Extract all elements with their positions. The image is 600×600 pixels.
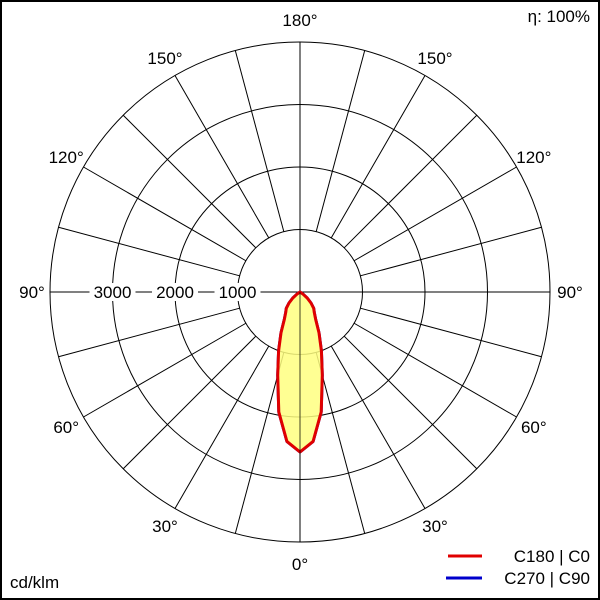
grid-spoke <box>353 322 517 418</box>
grid-spoke <box>174 345 270 509</box>
angle-tick-label: 180° <box>282 11 317 30</box>
efficiency-label: η: 100% <box>528 7 590 26</box>
tick-label-bg <box>214 283 261 301</box>
grid-spoke <box>315 352 366 534</box>
grid-spoke <box>83 166 247 262</box>
legend-label: C180 | C0 <box>514 547 590 566</box>
grid-spoke <box>58 226 240 277</box>
grid-spoke <box>343 335 478 470</box>
grid-spoke <box>315 50 366 232</box>
grid-spoke <box>174 75 270 239</box>
grid-spoke <box>122 114 257 249</box>
angle-label-bg <box>552 282 586 302</box>
radial-tick-label: 2000 <box>156 283 194 302</box>
angle-tick-label: 120° <box>516 148 551 167</box>
unit-label: cd/klm <box>10 573 59 592</box>
angle-label-bg <box>14 282 48 302</box>
angle-tick-label: 150° <box>417 49 452 68</box>
grid-spoke <box>234 50 285 232</box>
grid-spoke <box>83 322 247 418</box>
grid-spoke <box>234 352 285 534</box>
angle-tick-label: 90° <box>557 283 583 302</box>
grid-spoke <box>360 226 542 277</box>
angle-tick-label: 90° <box>19 283 45 302</box>
tick-label-bg <box>89 283 136 301</box>
grid-spoke <box>58 307 240 358</box>
angle-tick-label: 0° <box>292 555 308 574</box>
legend-label: C270 | C90 <box>504 569 590 588</box>
grid-spoke <box>122 335 257 470</box>
angle-tick-label: 30° <box>422 517 448 536</box>
grid-spoke <box>360 307 542 358</box>
tick-label-bg <box>152 283 198 301</box>
grid-spoke <box>343 114 478 249</box>
angle-tick-label: 150° <box>147 49 182 68</box>
angle-tick-label: 120° <box>49 148 84 167</box>
grid-spoke <box>330 75 426 239</box>
angle-tick-label: 60° <box>521 418 547 437</box>
radial-tick-label: 3000 <box>94 283 132 302</box>
angle-tick-label: 30° <box>152 517 178 536</box>
grid-spoke <box>353 166 517 262</box>
radial-tick-label: 1000 <box>219 283 257 302</box>
grid-spoke <box>330 345 426 509</box>
angle-tick-label: 60° <box>53 418 79 437</box>
